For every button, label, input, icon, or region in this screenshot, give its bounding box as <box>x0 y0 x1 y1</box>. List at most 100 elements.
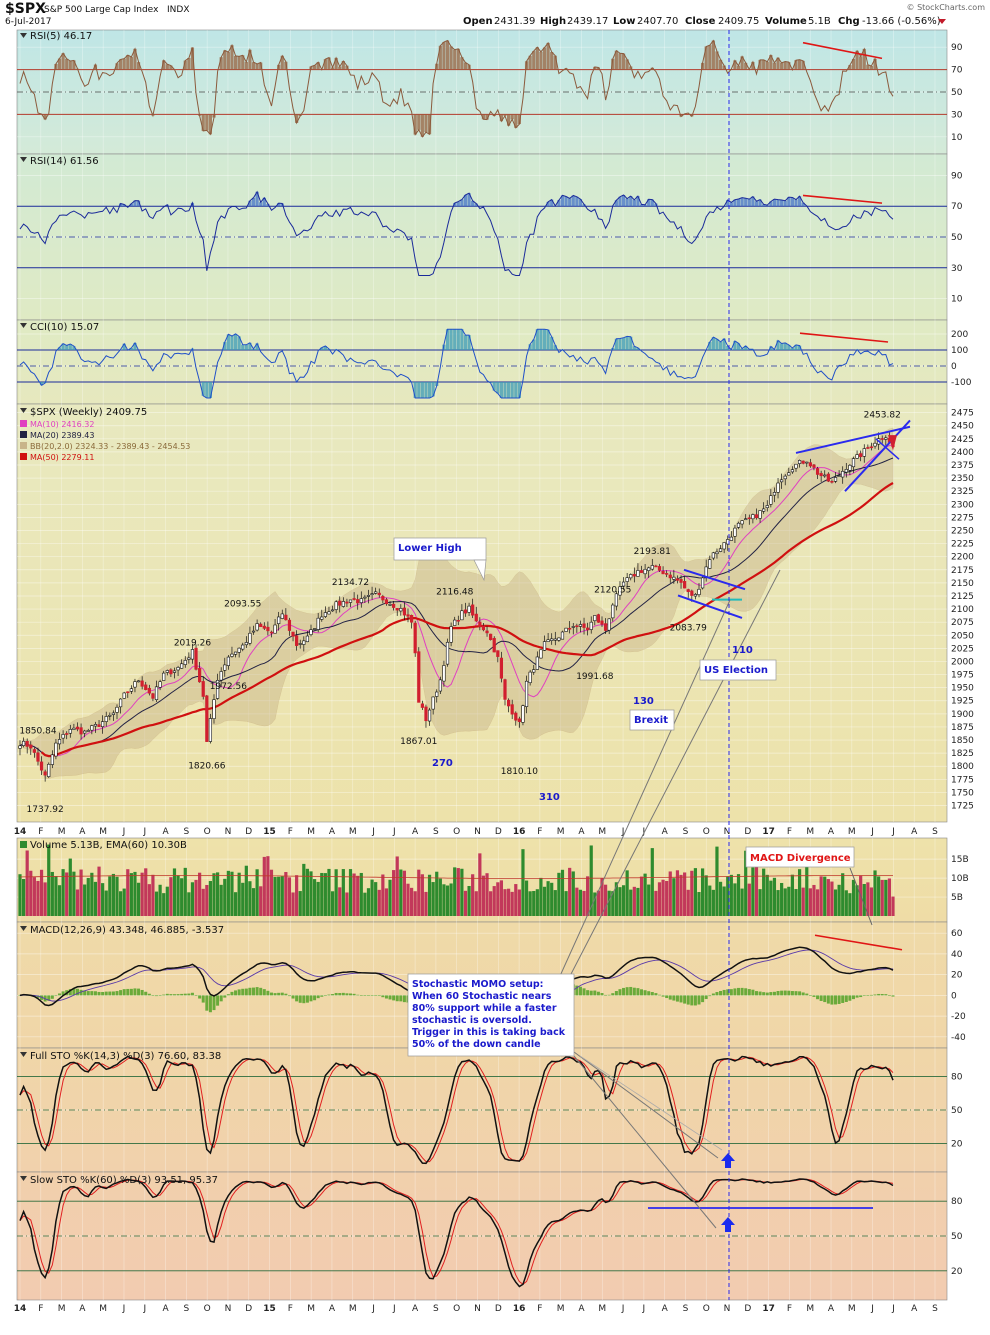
macd-histogram-bar <box>331 994 335 996</box>
macd-histogram-bar <box>126 988 130 996</box>
macd-histogram-bar <box>841 995 845 1003</box>
label-110: 110 <box>732 645 753 656</box>
macd-histogram-bar <box>305 995 309 1003</box>
candle-body <box>650 565 654 570</box>
volume-bar <box>564 891 568 916</box>
macd-histogram-bar <box>266 990 270 996</box>
volume-bar <box>643 873 647 916</box>
volume-bar <box>826 879 830 916</box>
macd-histogram-bar <box>262 989 266 996</box>
x-tick-label: D <box>495 1304 502 1314</box>
rsi14-legend: RSI(14) 61.56 <box>20 156 99 167</box>
candle-body <box>833 477 838 482</box>
macd-histogram-bar <box>370 995 374 996</box>
macd-histogram-bar <box>359 995 363 996</box>
volume-bar <box>862 883 866 916</box>
rsi5-line <box>19 39 894 138</box>
x-tick-label: J <box>642 827 646 837</box>
candle-body <box>172 670 177 673</box>
candle-body <box>169 669 173 675</box>
rsi5-legend: RSI(5) 46.17 <box>20 31 92 42</box>
volume-bar <box>215 872 220 916</box>
candle-body <box>316 617 320 630</box>
x-tick-label: A <box>329 827 336 837</box>
x-tick-label: J <box>371 1304 375 1314</box>
candle-body <box>79 727 83 735</box>
candle-body <box>611 604 615 619</box>
candle-body <box>93 724 98 727</box>
volume-bar <box>287 877 292 916</box>
volume-bar <box>438 878 442 916</box>
x-tick-label: M <box>58 827 66 837</box>
candle-body <box>568 627 572 630</box>
candle-body <box>323 612 327 617</box>
macd-histogram-bar <box>79 989 83 996</box>
rsi14-tick-label: 50 <box>951 233 963 243</box>
candle-body <box>625 577 629 582</box>
candle-body <box>136 680 141 683</box>
candle-body <box>485 630 489 634</box>
close-value: 2409.75 <box>718 16 759 27</box>
volume-bar <box>359 872 363 916</box>
lower-high-pointer <box>473 559 487 582</box>
volume-bar <box>212 873 216 916</box>
macd-legend: MACD(12,26,9) 43.348, 46.885, -3.537 <box>20 925 224 936</box>
volume-bar <box>169 877 173 916</box>
volume-bar <box>341 869 345 916</box>
candle-body <box>794 463 798 469</box>
x-tick-label: D <box>245 827 252 837</box>
macd-histogram-bar <box>237 989 241 996</box>
macd-legend-text: MACD(12,26,9) 43.348, 46.885, -3.537 <box>30 925 224 936</box>
macd-histogram-bar <box>47 995 51 1001</box>
candle-body <box>284 614 288 621</box>
candle-body <box>165 670 169 673</box>
ma10-swatch <box>20 420 27 427</box>
x-tick-label: A <box>578 827 585 837</box>
candle-body <box>517 718 521 722</box>
x-tick-label: N <box>474 1304 481 1314</box>
candle-body <box>783 475 787 480</box>
instrument-name: S&P 500 Large Cap Index <box>44 5 159 15</box>
x-tick-label: J <box>870 1304 874 1314</box>
volume-bar <box>427 874 432 916</box>
note-line-2: When 60 Stochastic nears <box>412 991 552 1002</box>
macd-histogram-bar <box>388 995 392 1000</box>
macd-histogram-bar <box>180 993 184 996</box>
volume-bar <box>226 870 230 916</box>
volume-bar <box>251 888 256 916</box>
volume-bar <box>395 856 399 916</box>
macd-histogram-bar <box>133 988 137 996</box>
candle-body <box>388 604 392 606</box>
macd-histogram-bar <box>338 993 342 996</box>
volume-bar <box>844 890 848 916</box>
candle-body <box>262 625 266 629</box>
label-310: 310 <box>539 792 560 803</box>
candle-body <box>506 699 511 707</box>
candle-body <box>614 593 618 607</box>
price-tick-label: 1975 <box>951 671 974 681</box>
volume-bar <box>621 885 626 916</box>
candle-body <box>50 754 54 765</box>
macd-tick-label: -40 <box>951 1033 966 1043</box>
macd-histogram-bar <box>50 995 54 999</box>
candle-body <box>841 470 845 478</box>
candle-body <box>471 604 475 616</box>
macd-histogram-bar <box>377 995 381 997</box>
price-tick-label: 2050 <box>951 631 974 641</box>
volume-bar <box>718 881 723 916</box>
candle-body <box>582 623 586 628</box>
macd-histogram-bar <box>309 995 313 1002</box>
volume-bar <box>399 869 403 916</box>
candle-body <box>607 618 611 631</box>
candle-body <box>539 649 543 659</box>
candle-body <box>187 657 191 660</box>
volume-bar <box>453 867 457 916</box>
volume-bar <box>481 875 486 916</box>
volume-bar <box>348 869 353 916</box>
x-tick-label: O <box>204 827 211 837</box>
volume-bar <box>136 882 141 916</box>
ma10-line <box>19 444 894 757</box>
price-tick-label: 1950 <box>951 684 974 694</box>
candle-body <box>18 745 22 749</box>
candle-body <box>449 626 453 643</box>
